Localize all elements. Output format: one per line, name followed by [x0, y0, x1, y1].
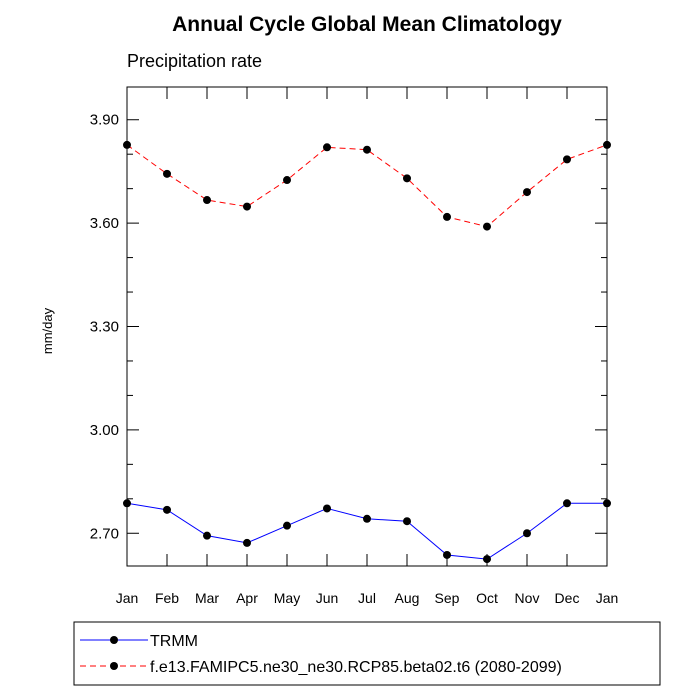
plot-frame — [126, 86, 608, 567]
series-0-point — [603, 499, 611, 508]
x-tick-label: Oct — [476, 590, 498, 606]
x-tick-label: Jul — [358, 590, 376, 606]
y-tick-label: 3.00 — [90, 422, 119, 439]
y-tick-label: 3.60 — [90, 215, 119, 232]
x-tick-label: Mar — [195, 590, 219, 606]
series-1-point — [403, 174, 411, 183]
series-line-0 — [126, 502, 607, 560]
series-1-point — [523, 188, 531, 197]
x-tick-label: Sep — [435, 590, 460, 606]
series-0-point — [563, 499, 571, 508]
series-1-point — [203, 196, 211, 205]
series-1-point — [443, 212, 451, 221]
legend-label-0: TRMM — [150, 633, 198, 650]
legend-marker-1 — [110, 662, 118, 670]
series-0-point — [523, 529, 531, 538]
series-0-point — [483, 555, 491, 564]
series-0-point — [443, 550, 451, 559]
series-0-point — [123, 499, 131, 508]
series-1-point — [603, 140, 611, 149]
y-axis-ticks: 2.70 3.00 3.30 3.60 3.90 — [90, 112, 607, 542]
y-tick-label: 3.30 — [90, 319, 119, 336]
series-1-point — [243, 202, 251, 211]
series-0-point — [243, 538, 251, 547]
x-tick-label: Aug — [395, 590, 420, 606]
x-tick-label: Dec — [555, 590, 580, 606]
series-line-1 — [126, 144, 608, 228]
legend-box — [73, 621, 661, 686]
x-tick-label: Nov — [515, 590, 540, 606]
y-tick-label: 3.90 — [90, 112, 119, 129]
series-1-point — [563, 155, 571, 164]
legend: TRMM f.e13.FAMIPC5.ne30_ne30.RCP85.beta02… — [80, 633, 562, 676]
series-0-point — [363, 514, 371, 523]
series-0-point — [203, 531, 211, 540]
x-axis-ticks: Jan Feb Mar Apr May Jun Jul Aug Sep Oct Nov Dec Jan — [116, 87, 619, 606]
y-tick-label: 2.70 — [90, 525, 119, 542]
series-0-point — [163, 505, 171, 514]
x-tick-label: Jan — [116, 590, 139, 606]
chart-subtitle: Precipitation rate — [127, 51, 262, 71]
series-1-point — [323, 143, 331, 152]
x-tick-label: Jan — [596, 590, 619, 606]
x-tick-label: Feb — [155, 590, 179, 606]
x-tick-label: Apr — [236, 590, 258, 606]
series-1-point — [483, 222, 491, 231]
series-1-point — [283, 176, 291, 185]
x-tick-label: Jun — [316, 590, 339, 606]
chart-title: Annual Cycle Global Mean Climatology — [172, 13, 562, 36]
series-0-point — [323, 504, 331, 513]
series-0-point — [403, 517, 411, 526]
legend-marker-0 — [110, 636, 118, 644]
series-0-point — [283, 521, 291, 530]
x-tick-label: May — [274, 590, 300, 606]
y-axis-label: mm/day — [40, 307, 55, 354]
series-1-point — [163, 169, 171, 178]
legend-label-1: f.e13.FAMIPC5.ne30_ne30.RCP85.beta02.t6 … — [150, 659, 562, 676]
series-1-point — [363, 145, 371, 154]
series-layer — [123, 140, 611, 564]
series-1-point — [123, 140, 131, 149]
